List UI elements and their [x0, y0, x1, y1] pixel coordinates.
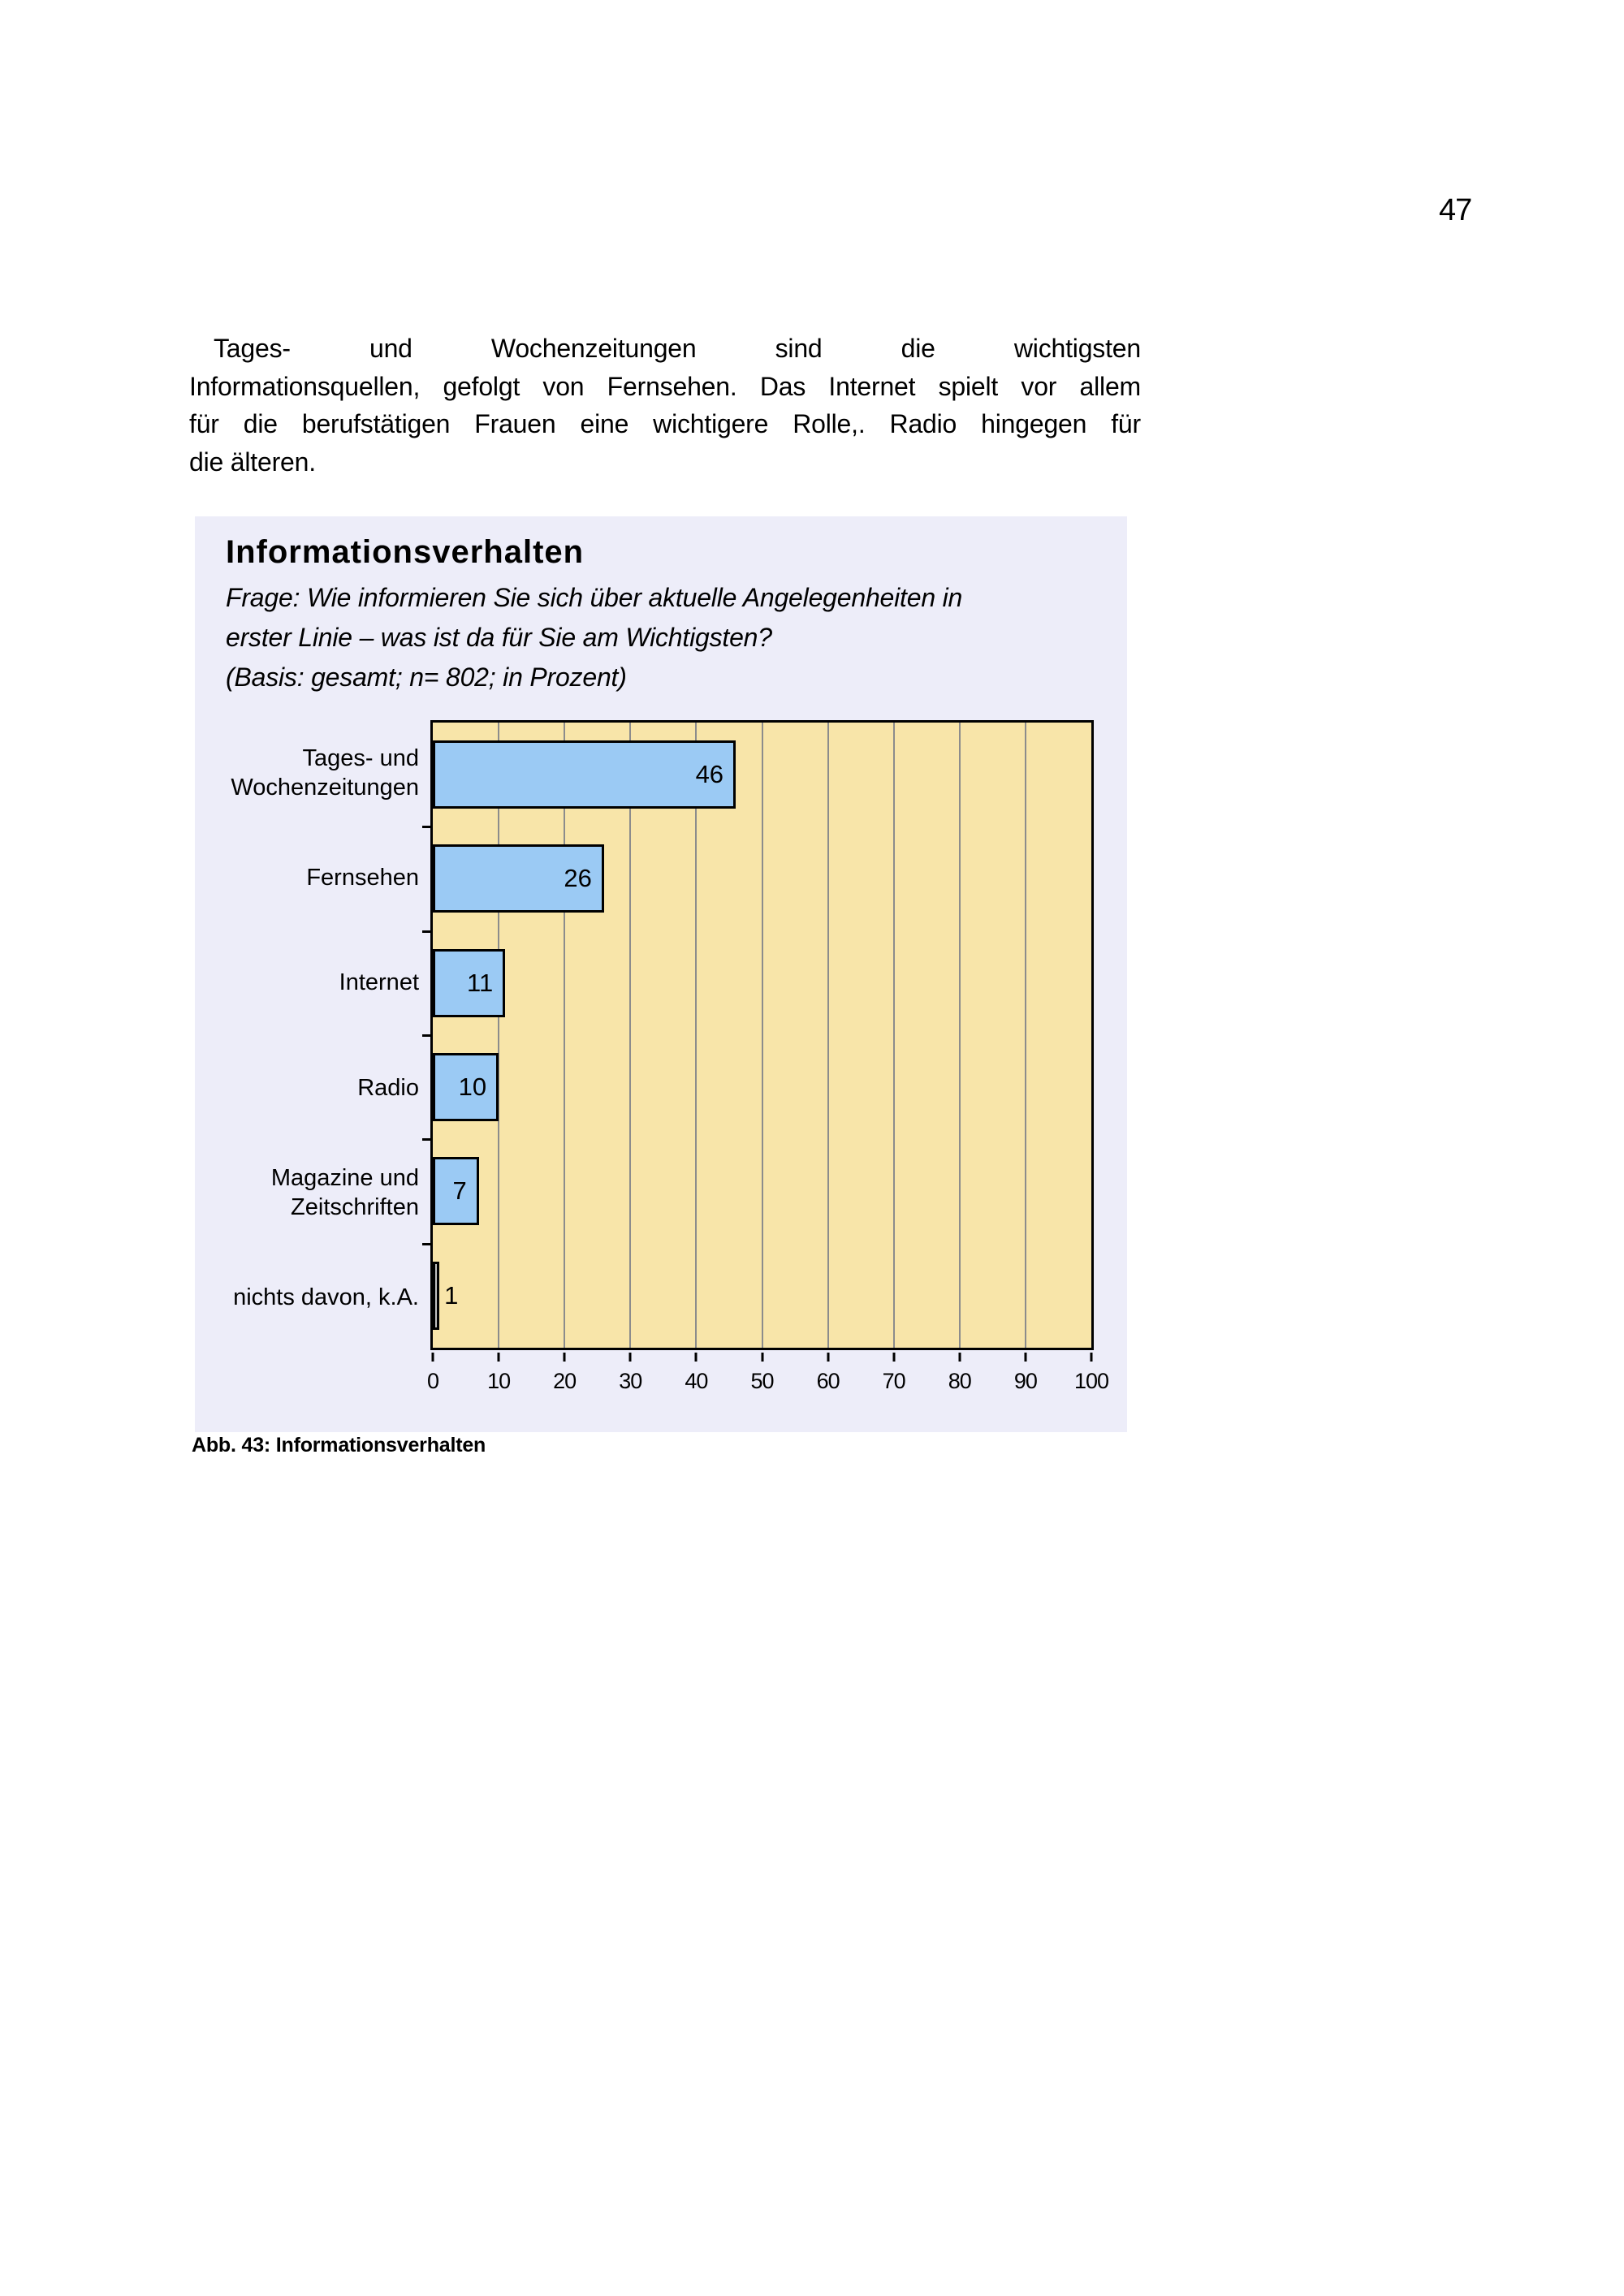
x-axis-tick: [563, 1353, 566, 1362]
x-axis-tick: [827, 1353, 830, 1362]
bar-row: 10: [433, 1035, 1091, 1139]
x-axis-tick-label: 100: [1073, 1369, 1109, 1393]
x-axis-tick-label: 50: [750, 1369, 774, 1393]
chart-question: Frage: Wie informieren Sie sich über akt…: [226, 578, 1103, 697]
gridline: [1024, 723, 1026, 1348]
plot-area: 46 26 11 10 7 1: [422, 720, 1094, 1350]
x-axis-tick: [1090, 1353, 1093, 1362]
bar-row: 11: [433, 931, 1091, 1035]
x-axis-tick-label: 90: [1013, 1369, 1038, 1393]
bar-row: 46: [433, 723, 1091, 826]
y-axis-tick: [422, 1034, 430, 1037]
x-axis: 0 10 20 30 40 50 60 70 80 90 100: [427, 1353, 1109, 1409]
x-axis-tick: [761, 1353, 763, 1362]
y-axis-tick: [422, 826, 430, 829]
x-axis-tick: [628, 1353, 632, 1362]
x-axis-tick: [497, 1353, 500, 1362]
bar-value-label: 46: [695, 760, 724, 789]
chart-question-line: erster Linie – was ist da für Sie am Wic…: [226, 623, 772, 652]
category-label: Fernsehen: [306, 864, 419, 891]
paragraph-line: Tages- und Wochenzeitungen sind die wich…: [214, 334, 1141, 363]
x-axis-tick-label: 10: [487, 1369, 511, 1393]
gridline: [564, 723, 566, 1348]
y-axis-tick: [422, 1138, 430, 1142]
x-axis-tick-label: 30: [619, 1369, 642, 1393]
chart-title: Informationsverhalten: [226, 534, 585, 570]
x-axis-tick: [431, 1353, 434, 1362]
gridline: [958, 723, 961, 1348]
page-number: 47: [1439, 193, 1472, 227]
gridline: [629, 723, 632, 1348]
gridline: [695, 723, 698, 1348]
gridline: [827, 723, 829, 1348]
x-axis-tick: [1024, 1353, 1027, 1362]
bar-value-label: 10: [458, 1072, 487, 1102]
bar-row: 7: [433, 1139, 1091, 1243]
bar: 26: [433, 844, 604, 913]
bar-value-label: 1: [444, 1280, 459, 1310]
gridline: [761, 723, 763, 1348]
paragraph-line: Informationsquellen, gefolgt von Fernseh…: [189, 371, 1141, 401]
x-axis-tick: [892, 1353, 896, 1362]
y-axis-tick: [422, 1242, 430, 1245]
category-label: Magazine und Zeitschriften: [270, 1164, 419, 1220]
x-axis-tick: [958, 1353, 961, 1362]
bar-value-label: 7: [452, 1176, 467, 1206]
paragraph-line: die älteren.: [189, 447, 316, 477]
x-axis-tick-label: 70: [882, 1369, 906, 1393]
bar-rows: 46 26 11 10 7 1: [433, 723, 1091, 1348]
category-label: Internet: [339, 969, 419, 996]
bar: 10: [433, 1053, 499, 1122]
chart-question-line: Frage: Wie informieren Sie sich über akt…: [226, 583, 963, 612]
bar: 11: [433, 948, 506, 1017]
chart-panel: Informationsverhalten Frage: Wie informi…: [195, 516, 1127, 1432]
x-axis-tick-label: 0: [426, 1369, 439, 1393]
bar-row: 26: [433, 826, 1091, 930]
chart-question-line: (Basis: gesamt; n= 802; in Prozent): [226, 662, 627, 692]
x-axis-tick-label: 80: [948, 1369, 972, 1393]
bar-value-label: 26: [564, 864, 592, 893]
body-paragraph: Tages- und Wochenzeitungen sind die wich…: [189, 330, 1141, 481]
y-axis-tick: [422, 930, 430, 933]
x-axis-tick-label: 20: [553, 1369, 577, 1393]
bar: 7: [433, 1157, 479, 1226]
x-axis-tick-label: 40: [685, 1369, 708, 1393]
gridline: [892, 723, 895, 1348]
bar: [433, 1261, 440, 1330]
gridline: [498, 723, 500, 1348]
x-axis-tick: [694, 1353, 698, 1362]
category-label: Radio: [357, 1074, 419, 1101]
bar-value-label: 11: [467, 968, 494, 997]
bar: 46: [433, 740, 736, 809]
bar-row: 1: [433, 1244, 1091, 1348]
category-label: nichts davon, k.A.: [233, 1284, 419, 1311]
paragraph-line: für die berufstätigen Frauen eine wichti…: [189, 409, 1141, 438]
figure-caption: Abb. 43: Informationsverhalten: [192, 1434, 486, 1457]
category-labels: Tages- und Wochenzeitungen Fernsehen Inter…: [203, 720, 419, 1350]
category-label: Tages- und Wochenzeitungen: [231, 744, 419, 801]
x-axis-tick-label: 60: [816, 1369, 840, 1393]
